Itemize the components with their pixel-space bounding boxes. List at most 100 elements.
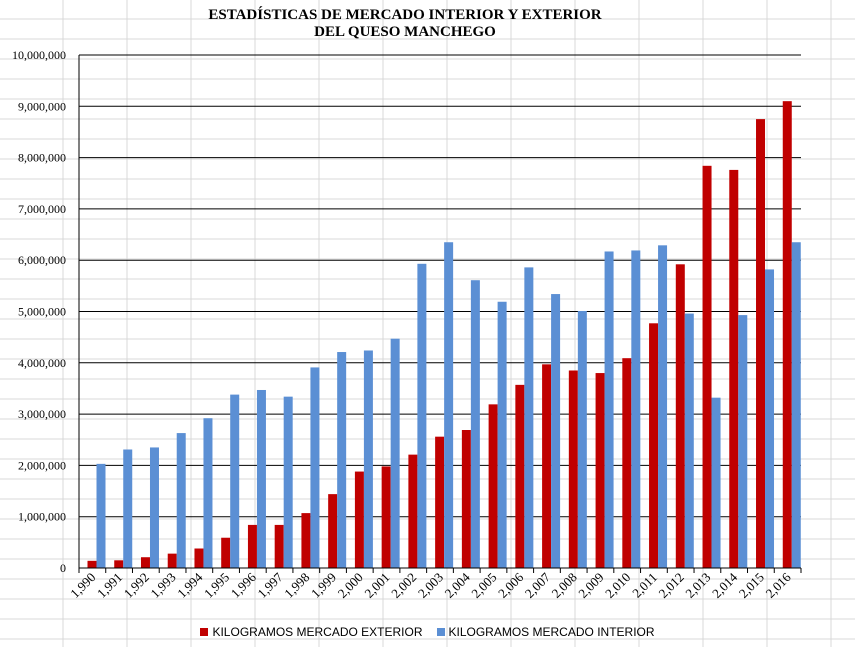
bar-interior-2,012	[684, 313, 694, 568]
bar-exterior-1,997	[274, 524, 284, 568]
bar-exterior-2,004	[461, 430, 471, 568]
bar-interior-1,996	[256, 389, 266, 568]
bar-exterior-2,015	[756, 119, 766, 568]
bar-exterior-2,012	[675, 264, 685, 568]
y-tick-label: 10,000,000	[12, 48, 66, 62]
x-tick-label: 1,998	[281, 570, 312, 601]
y-tick-label: 8,000,000	[18, 151, 66, 165]
legend-label-interior: KILOGRAMOS MERCADO INTERIOR	[448, 625, 655, 639]
y-tick-label: 4,000,000	[18, 356, 66, 370]
bar-interior-1,991	[123, 449, 133, 568]
bar-exterior-1,991	[114, 560, 124, 568]
bar-interior-1,998	[310, 367, 320, 568]
bar-interior-2,001	[390, 338, 400, 568]
chart-axes	[78, 55, 802, 573]
x-tick-label: 2,011	[629, 570, 660, 601]
bar-exterior-2,000	[354, 471, 364, 568]
x-tick-label: 1,997	[254, 569, 286, 601]
bar-interior-2,011	[658, 245, 668, 568]
x-tick-label: 1,996	[228, 569, 260, 601]
x-tick-label: 2,005	[468, 570, 499, 601]
bar-exterior-1,995	[221, 537, 231, 568]
y-tick-label: 1,000,000	[18, 510, 66, 524]
x-tick-label: 2,003	[415, 570, 446, 601]
x-tick-label: 1,990	[67, 570, 98, 601]
x-tick-label: 2,016	[762, 569, 794, 601]
bar-exterior-2,007	[542, 364, 552, 568]
bar-exterior-2,011	[649, 323, 659, 568]
legend-swatch-interior	[436, 628, 445, 636]
y-tick-label: 9,000,000	[18, 99, 66, 113]
bar-interior-2,015	[765, 269, 775, 568]
bar-interior-2,005	[497, 301, 507, 568]
bar-interior-2,004	[470, 280, 480, 568]
chart-title-line-1: ESTADÍSTICAS DE MERCADO INTERIOR Y EXTER…	[208, 7, 602, 23]
x-tick-label: 1,994	[174, 569, 206, 601]
x-tick-labels: 1,9901,9911,9921,9931,9941,9951,9961,997…	[67, 569, 794, 601]
bar-interior-2,014	[738, 315, 748, 568]
bar-exterior-2,005	[488, 404, 498, 568]
chart-title-line-2: DEL QUESO MANCHEGO	[314, 24, 496, 40]
x-tick-label: 1,995	[201, 570, 232, 601]
bar-interior-2,007	[551, 294, 561, 568]
x-tick-label: 1,993	[147, 570, 178, 601]
x-tick-label: 2,014	[709, 569, 741, 601]
bar-exterior-2,010	[622, 358, 632, 568]
y-tick-labels: 0 1,000,000 2,000,000 3,000,000 4,000,000 5,0…	[12, 48, 66, 575]
bar-interior-1,992	[149, 447, 159, 568]
bar-interior-2,002	[417, 263, 427, 568]
bar-interior-1,995	[230, 394, 240, 568]
bar-exterior-1,992	[140, 557, 150, 568]
y-tick-label: 6,000,000	[18, 253, 66, 267]
x-tick-label: 1,992	[121, 570, 152, 601]
bar-exterior-2,008	[568, 370, 578, 568]
legend-item-interior: KILOGRAMOS MERCADO INTERIOR	[436, 625, 655, 639]
y-tick-label: 5,000,000	[18, 305, 66, 319]
bar-exterior-2,002	[408, 454, 418, 568]
x-tick-label: 2,012	[655, 570, 686, 601]
bar-interior-2,000	[363, 350, 373, 568]
bar-interior-1,993	[176, 433, 186, 568]
bar-exterior-1,999	[328, 494, 338, 568]
bar-series	[87, 101, 801, 569]
bar-interior-2,003	[444, 242, 454, 568]
x-tick-label: 2,015	[736, 570, 767, 601]
legend-label-exterior: KILOGRAMOS MERCADO EXTERIOR	[212, 625, 423, 639]
bar-exterior-1,990	[87, 560, 97, 568]
bar-exterior-2,016	[782, 101, 792, 569]
bar-exterior-1,998	[301, 513, 311, 568]
x-tick-label: 2,007	[522, 569, 554, 601]
x-tick-label: 2,000	[335, 570, 366, 601]
bar-interior-2,008	[577, 310, 587, 568]
bar-interior-1,994	[203, 418, 213, 568]
bar-interior-2,010	[631, 250, 641, 568]
y-tick-label: 0	[60, 561, 66, 575]
bar-exterior-2,006	[515, 384, 525, 568]
x-tick-label: 2,004	[442, 569, 474, 601]
bar-exterior-2,013	[702, 165, 712, 569]
bar-exterior-1,996	[247, 524, 257, 568]
x-tick-label: 1,991	[94, 570, 125, 601]
bar-interior-1,997	[283, 396, 293, 568]
bar-exterior-2,009	[595, 373, 605, 568]
x-tick-label: 2,008	[549, 570, 580, 601]
y-tick-label: 3,000,000	[18, 407, 66, 421]
legend-item-exterior: KILOGRAMOS MERCADO EXTERIOR	[200, 625, 423, 639]
x-tick-label: 2,002	[388, 570, 419, 601]
bar-interior-2,016	[791, 242, 801, 568]
bar-interior-1,999	[337, 352, 347, 568]
x-tick-label: 2,013	[682, 570, 713, 601]
y-tick-label: 7,000,000	[18, 202, 66, 216]
x-tick-label: 2,009	[575, 570, 606, 601]
bar-exterior-1,993	[167, 553, 177, 568]
x-tick-label: 2,006	[495, 569, 527, 601]
bar-interior-2,006	[524, 267, 534, 568]
x-tick-label: 1,999	[308, 570, 339, 601]
bar-exterior-2,001	[381, 466, 391, 568]
legend-swatch-exterior	[200, 628, 209, 636]
bar-exterior-1,994	[194, 548, 204, 568]
bar-exterior-2,014	[729, 169, 739, 569]
x-tick-label: 2,001	[361, 570, 392, 601]
bar-exterior-2,003	[435, 436, 445, 568]
